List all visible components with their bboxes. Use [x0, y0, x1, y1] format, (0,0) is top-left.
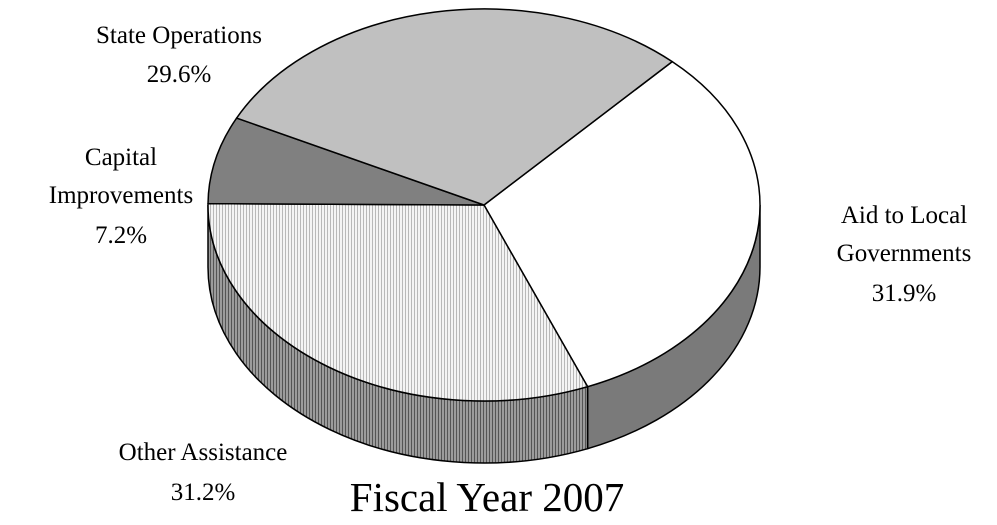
slice-value-state-operations: 29.6% — [147, 61, 212, 88]
pie-top-faces — [207, 8, 761, 402]
slice-label-capital-improvements: Capital Improvements 7.2% — [49, 144, 193, 249]
slice-labels: Aid to Local Governments 31.9% Other Assist… — [49, 22, 972, 506]
slice-name-capital-improvements: Improvements — [49, 182, 193, 209]
slice-name-capital-improvements: Capital — [85, 144, 157, 171]
slice-label-aid-to-local-governments: Aid to Local Governments 31.9% — [837, 202, 972, 307]
slice-value-aid-to-local-governments: 31.9% — [872, 280, 937, 307]
slice-name-aid-to-local-governments: Aid to Local — [841, 202, 967, 229]
slice-state-operations — [235, 8, 673, 206]
slice-label-other-assistance: Other Assistance 31.2% — [119, 439, 288, 506]
slice-capital-improvements — [207, 117, 485, 206]
slice-name-state-operations: State Operations — [96, 22, 262, 49]
slice-other-assistance — [207, 202, 589, 402]
slice-name-other-assistance: Other Assistance — [119, 439, 288, 466]
slice-value-other-assistance: 31.2% — [171, 479, 236, 506]
slice-name-aid-to-local-governments: Governments — [837, 240, 972, 267]
chart-title: Fiscal Year 2007 — [350, 474, 624, 520]
slice-aid-to-local-governments — [483, 60, 761, 388]
slice-value-capital-improvements: 7.2% — [95, 222, 147, 249]
slice-label-state-operations: State Operations 29.6% — [96, 22, 262, 88]
